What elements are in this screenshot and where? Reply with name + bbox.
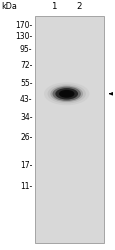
Ellipse shape: [62, 92, 70, 96]
Text: 26-: 26-: [20, 133, 32, 142]
Text: 170-: 170-: [15, 21, 32, 30]
Ellipse shape: [52, 87, 80, 101]
Ellipse shape: [55, 88, 77, 100]
Ellipse shape: [44, 82, 89, 105]
Text: kDa: kDa: [1, 2, 17, 11]
Text: 2: 2: [75, 2, 81, 11]
Text: 55-: 55-: [20, 80, 32, 88]
Ellipse shape: [50, 86, 82, 102]
Ellipse shape: [58, 90, 74, 98]
Text: 17-: 17-: [20, 162, 32, 170]
Text: 1: 1: [50, 2, 56, 11]
Text: 130-: 130-: [15, 32, 32, 42]
Text: 72-: 72-: [20, 60, 32, 70]
Text: 43-: 43-: [20, 95, 32, 104]
Text: 34-: 34-: [20, 112, 32, 122]
FancyBboxPatch shape: [35, 16, 103, 242]
Text: 95-: 95-: [20, 45, 32, 54]
Text: 11-: 11-: [20, 182, 32, 192]
Ellipse shape: [47, 84, 85, 103]
